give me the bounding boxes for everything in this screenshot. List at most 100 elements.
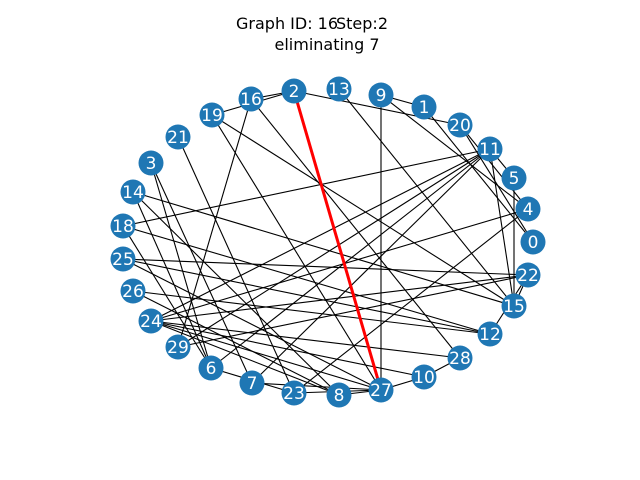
graph-id-title: Graph ID: 16 xyxy=(236,14,338,33)
node-8: 8 xyxy=(326,382,352,408)
node-circle-8 xyxy=(326,382,352,408)
node-23: 23 xyxy=(281,380,307,406)
node-4: 4 xyxy=(515,196,541,222)
node-label-22: 22 xyxy=(517,266,539,286)
node-label-18: 18 xyxy=(112,217,134,237)
node-label-1: 1 xyxy=(419,98,430,118)
node-12: 12 xyxy=(477,321,503,347)
node-circle-26 xyxy=(120,278,146,304)
edge-layer xyxy=(122,88,534,396)
node-circle-11 xyxy=(477,136,503,162)
node-label-4: 4 xyxy=(523,200,534,220)
edge-11-29 xyxy=(177,148,491,348)
node-label-19: 19 xyxy=(201,106,223,126)
node-label-25: 25 xyxy=(112,250,134,270)
edge-3-7 xyxy=(150,162,253,384)
edge-4-24 xyxy=(150,208,529,322)
edge-16-29 xyxy=(177,98,252,348)
edge-24-22 xyxy=(150,274,529,322)
node-circle-15 xyxy=(501,293,527,319)
node-15: 15 xyxy=(501,293,527,319)
node-circle-13 xyxy=(326,76,352,102)
node-24: 24 xyxy=(138,308,164,334)
node-circle-21 xyxy=(165,124,191,150)
node-9: 9 xyxy=(368,82,394,108)
node-3: 3 xyxy=(138,150,164,176)
node-label-24: 24 xyxy=(140,312,162,332)
node-label-9: 9 xyxy=(376,86,387,106)
node-circle-23 xyxy=(281,380,307,406)
node-label-13: 13 xyxy=(328,80,350,100)
edge-1-0 xyxy=(423,106,534,243)
node-label-6: 6 xyxy=(206,359,217,379)
node-26: 26 xyxy=(120,278,146,304)
edge-20-4 xyxy=(459,124,529,210)
node-16: 16 xyxy=(238,86,264,112)
node-label-0: 0 xyxy=(528,233,539,253)
node-label-23: 23 xyxy=(283,384,305,404)
node-label-10: 10 xyxy=(413,368,435,388)
node-2: 2 xyxy=(281,78,307,104)
edge-19-27 xyxy=(211,114,382,391)
highlighted-edge-2-27 xyxy=(292,90,383,391)
edge-11-6 xyxy=(210,148,491,369)
node-label-26: 26 xyxy=(122,282,144,302)
edge-25-22 xyxy=(122,258,529,276)
edge-4-23 xyxy=(293,208,529,394)
node-7: 7 xyxy=(239,370,265,396)
edge-18-6 xyxy=(122,225,212,369)
node-label-14: 14 xyxy=(122,183,144,203)
node-label-2: 2 xyxy=(289,82,300,102)
edge-11-24 xyxy=(150,148,491,322)
node-label-20: 20 xyxy=(449,116,471,136)
node-label-15: 15 xyxy=(503,297,525,317)
edge-9-4 xyxy=(380,94,529,210)
node-label-7: 7 xyxy=(247,374,258,394)
node-label-28: 28 xyxy=(449,349,471,369)
node-19: 19 xyxy=(199,102,225,128)
node-5: 5 xyxy=(501,165,527,191)
edge-21-23 xyxy=(177,136,295,394)
edge-24-28 xyxy=(150,320,461,359)
node-0: 0 xyxy=(520,229,546,255)
node-circle-7 xyxy=(239,370,265,396)
node-11: 11 xyxy=(477,136,503,162)
step-title: Step:2 xyxy=(336,14,388,33)
node-6: 6 xyxy=(198,355,224,381)
node-circle-29 xyxy=(165,334,191,360)
node-circle-14 xyxy=(120,179,146,205)
node-label-3: 3 xyxy=(146,154,157,174)
edge-3-6 xyxy=(150,162,212,369)
node-circle-4 xyxy=(515,196,541,222)
edge-25-12 xyxy=(122,258,491,335)
edge-11-18 xyxy=(122,148,491,227)
edge-16-28 xyxy=(250,98,461,359)
edge-13-15 xyxy=(338,88,515,307)
node-label-5: 5 xyxy=(509,169,520,189)
node-circle-9 xyxy=(368,82,394,108)
node-circle-18 xyxy=(110,213,136,239)
node-circle-0 xyxy=(520,229,546,255)
node-1: 1 xyxy=(411,94,437,120)
node-29: 29 xyxy=(165,334,191,360)
edge-24-10 xyxy=(150,320,425,378)
node-label-8: 8 xyxy=(334,386,345,406)
node-circle-10 xyxy=(411,364,437,390)
node-circle-2 xyxy=(281,78,307,104)
node-circle-3 xyxy=(138,150,164,176)
node-circle-22 xyxy=(515,262,541,288)
node-label-29: 29 xyxy=(167,338,189,358)
node-circle-5 xyxy=(501,165,527,191)
node-13: 13 xyxy=(326,76,352,102)
edge-29-22 xyxy=(177,274,529,348)
node-27: 27 xyxy=(368,377,394,403)
node-21: 21 xyxy=(165,124,191,150)
node-label-12: 12 xyxy=(479,325,501,345)
node-20: 20 xyxy=(447,112,473,138)
node-circle-20 xyxy=(447,112,473,138)
node-label-11: 11 xyxy=(479,140,501,160)
node-14: 14 xyxy=(120,179,146,205)
node-circle-16 xyxy=(238,86,264,112)
